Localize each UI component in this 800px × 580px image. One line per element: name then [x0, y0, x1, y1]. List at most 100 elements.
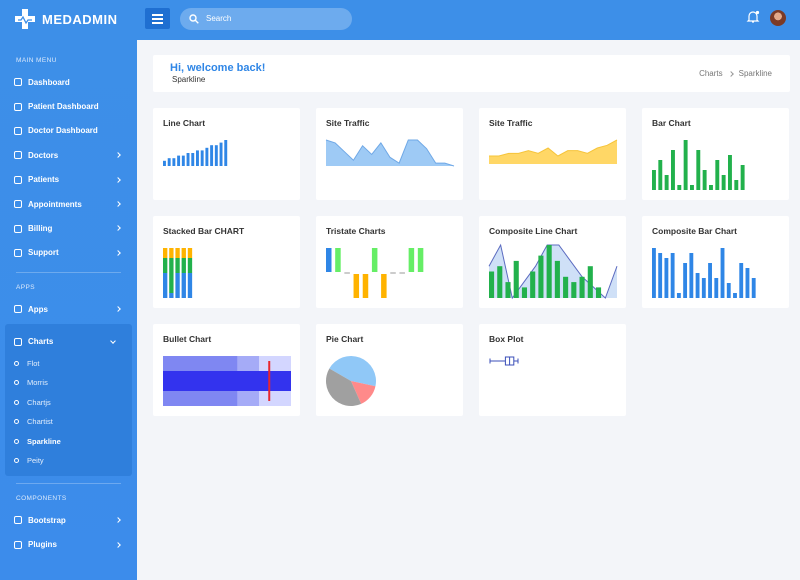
chevron	[115, 249, 121, 256]
bar-segment	[181, 273, 186, 298]
chart-card: Site Traffic	[316, 108, 463, 200]
menu-item[interactable]: Patient Dashboard	[0, 94, 137, 118]
bar	[683, 263, 688, 298]
menu-toggle[interactable]	[145, 8, 170, 29]
bar-segment	[181, 258, 186, 273]
brand[interactable]: MEDADMIN	[42, 12, 118, 27]
bar-segment	[187, 273, 193, 298]
tristate-bar	[381, 274, 387, 298]
submenu-item[interactable]: Peity	[5, 451, 132, 470]
bar	[734, 180, 739, 190]
menu-item[interactable]: Charts	[5, 330, 132, 354]
submenu-label: Flot	[27, 359, 40, 369]
pie-slice	[351, 381, 376, 404]
bar-segment	[187, 248, 193, 258]
menu-label: Doctors	[28, 150, 59, 160]
bar-segment	[175, 258, 180, 273]
menu-icon	[14, 78, 22, 87]
bar	[595, 287, 602, 298]
menu-item[interactable]: Dashboard	[0, 70, 137, 94]
notifications[interactable]	[746, 10, 760, 24]
breadcrumb: Charts Sparkline	[699, 69, 772, 78]
top-bar: MEDADMIN Search	[0, 0, 800, 40]
bar	[538, 255, 544, 298]
chevron	[110, 337, 116, 344]
bar	[677, 185, 682, 190]
menu-item[interactable]: Apps	[0, 297, 137, 321]
menu-item[interactable]: Doctor Dashboard	[0, 119, 137, 143]
bar	[513, 260, 519, 298]
bar-segment	[169, 248, 174, 258]
menu-icon	[14, 337, 22, 346]
bullet	[14, 458, 19, 464]
bullet	[14, 399, 19, 405]
chart-card: Box Plot	[479, 324, 626, 416]
bar	[497, 266, 503, 298]
bar	[702, 170, 707, 190]
bar	[181, 155, 185, 166]
tristate-bar	[399, 272, 405, 274]
bar	[489, 271, 495, 298]
tristate-bar	[353, 274, 360, 298]
menu-label: Plugins	[28, 540, 57, 550]
menu-label: Dashboard	[28, 77, 70, 87]
menu-label: Apps	[28, 304, 48, 314]
bar	[172, 158, 176, 166]
menu-item[interactable]: Support	[0, 241, 137, 265]
chevron	[115, 152, 121, 159]
menu-item[interactable]: Bootstrap	[0, 508, 137, 532]
card-grid: Line Chart Site Traffic Site Traffic Bar Ch…	[153, 108, 789, 416]
menu-item[interactable]: Billing	[0, 216, 137, 240]
bar	[571, 282, 577, 298]
menu-icon	[14, 126, 22, 135]
bar	[728, 155, 732, 190]
card-title: Tristate Charts	[326, 226, 386, 236]
divider	[16, 272, 121, 274]
chevron	[115, 541, 121, 548]
submenu-item[interactable]: Chartist	[5, 412, 132, 431]
chevron	[115, 201, 121, 207]
chart-card: Bar Chart	[642, 108, 789, 200]
card-title: Box Plot	[489, 334, 524, 344]
user-avatar[interactable]	[770, 10, 786, 26]
search-placeholder: Search	[206, 14, 232, 23]
bullet-target	[268, 361, 271, 401]
sparkline	[326, 248, 424, 298]
bullet	[14, 361, 19, 367]
bar-segment	[169, 293, 174, 298]
chart-card: Bullet Chart	[153, 324, 300, 416]
menu-item[interactable]: Patients	[0, 168, 137, 192]
bar	[196, 150, 199, 166]
search-box[interactable]: Search	[180, 8, 352, 30]
area-line	[489, 139, 618, 157]
menu-item[interactable]: Doctors	[0, 143, 137, 167]
submenu-item[interactable]: Chartjs	[5, 393, 132, 412]
bar	[708, 263, 712, 298]
sparkline	[163, 140, 228, 166]
bar	[720, 248, 725, 298]
bar	[733, 293, 737, 298]
bar	[200, 150, 204, 166]
bar	[205, 147, 209, 166]
menu-item[interactable]: Plugins	[0, 533, 137, 557]
menu-icon	[14, 305, 22, 314]
bar	[745, 268, 750, 298]
menu-label: Appointments	[28, 199, 82, 209]
menu-icon	[14, 540, 22, 549]
breadcrumb-link[interactable]: Charts	[699, 69, 723, 78]
bar	[664, 175, 669, 190]
submenu-item[interactable]: Flot	[5, 354, 132, 373]
tristate-bar	[408, 248, 415, 272]
bar-segment	[163, 248, 168, 258]
card-title: Composite Bar Chart	[652, 226, 738, 236]
chevron	[115, 517, 121, 524]
tristate-bar	[417, 248, 424, 272]
bar-segment	[163, 273, 168, 298]
bar	[690, 185, 694, 190]
submenu-item[interactable]: Morris	[5, 373, 132, 392]
area-fill	[326, 140, 454, 166]
bar	[191, 153, 195, 166]
submenu-item[interactable]: Sparkline	[5, 431, 132, 450]
menu-item[interactable]: Appointments	[0, 192, 137, 216]
